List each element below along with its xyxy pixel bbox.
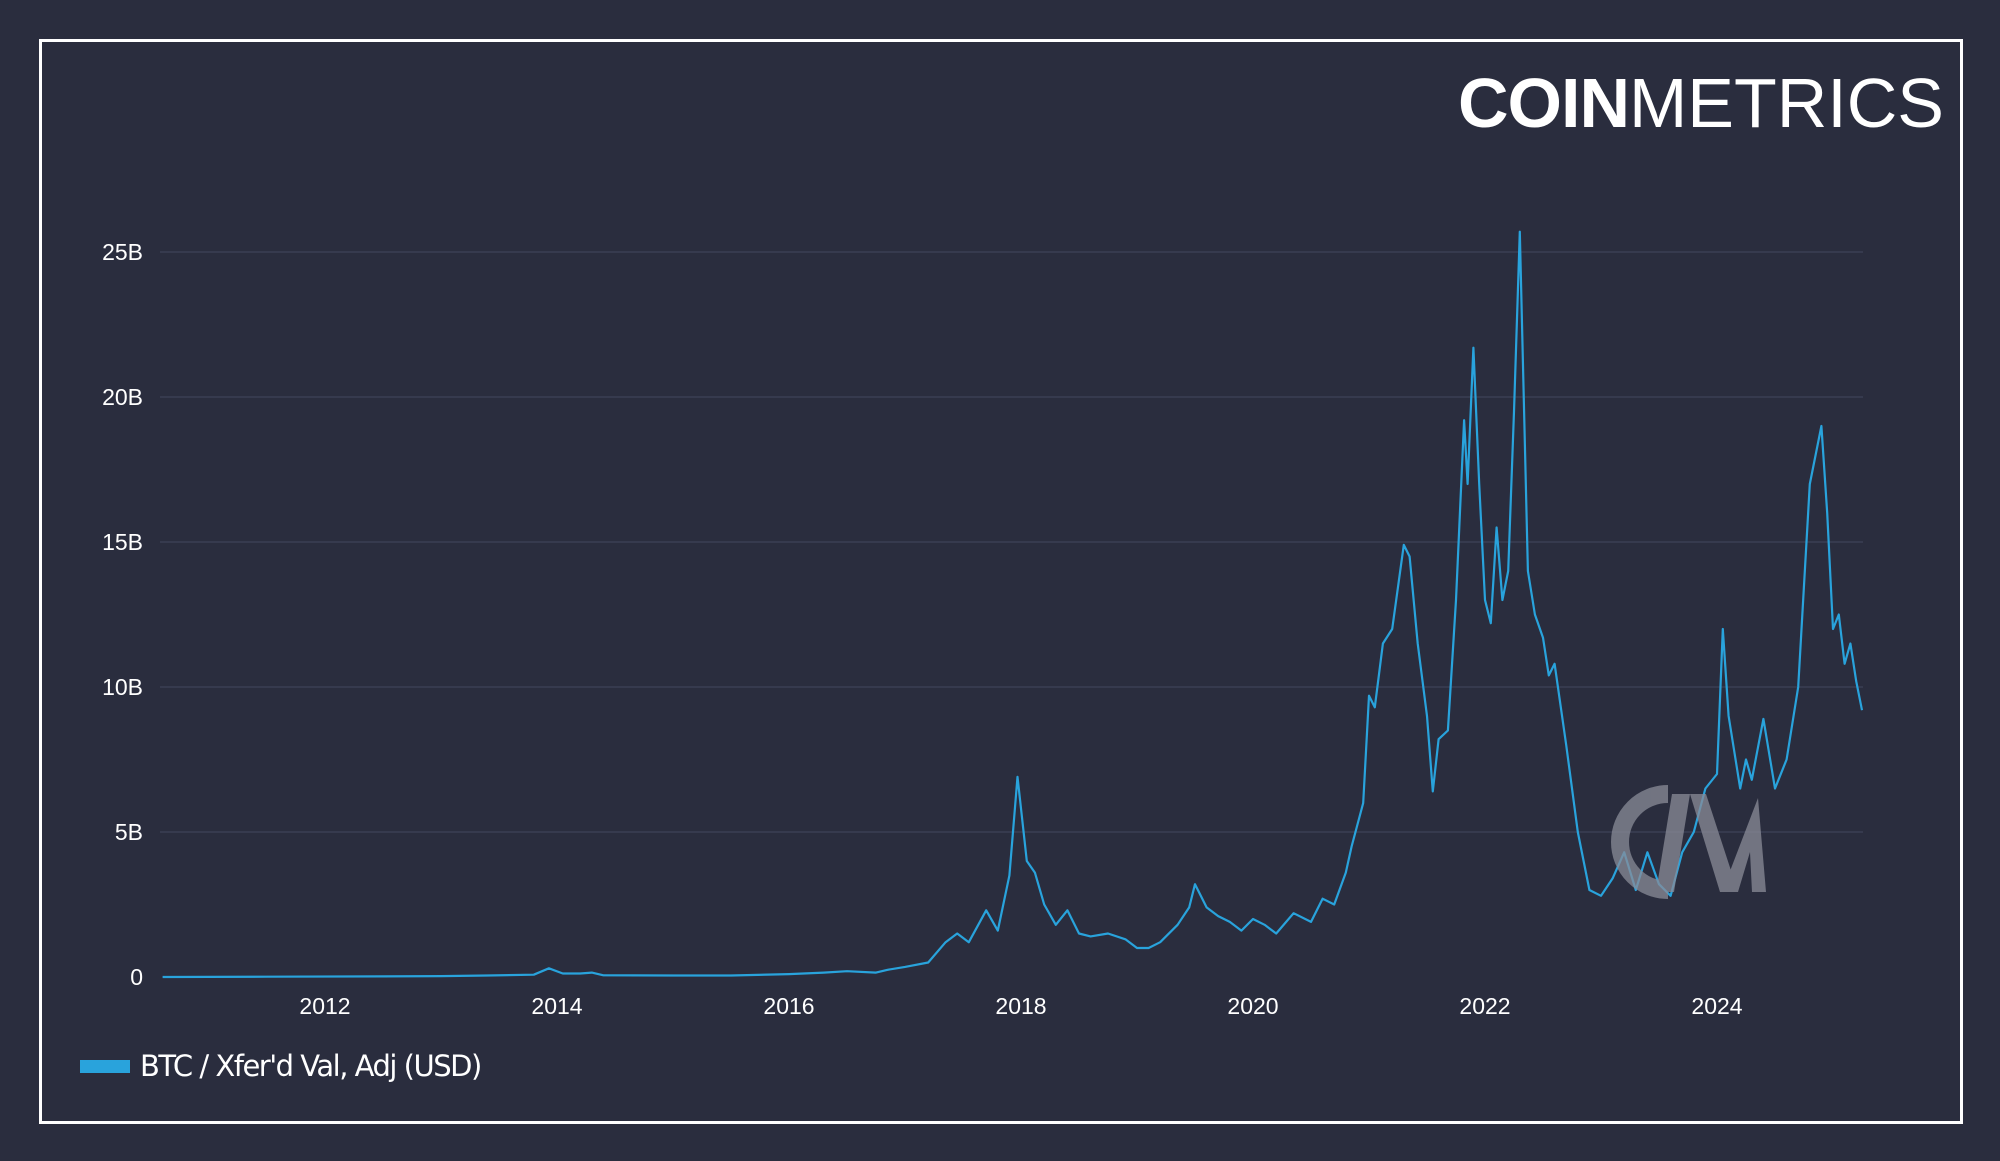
logo-thin-text: METRICS <box>1629 64 1944 142</box>
legend-swatch <box>80 1059 130 1073</box>
y-tick-label: 25B <box>102 239 143 265</box>
gridlines <box>160 251 1863 833</box>
legend-label: BTC / Xfer'd Val, Adj (USD) <box>140 1049 482 1083</box>
y-axis-ticks: 0 5B 10B 15B 20B 25B <box>102 239 143 990</box>
x-tick-label: 2016 <box>763 993 814 1019</box>
x-tick-label: 2020 <box>1227 993 1278 1019</box>
cm-watermark-icon <box>1611 785 1766 899</box>
y-tick-label: 5B <box>115 819 143 845</box>
x-tick-label: 2012 <box>299 993 350 1019</box>
x-tick-label: 2024 <box>1691 993 1742 1019</box>
y-tick-label: 15B <box>102 529 143 555</box>
x-tick-label: 2014 <box>531 993 582 1019</box>
legend[interactable]: BTC / Xfer'd Val, Adj (USD) <box>80 1046 482 1086</box>
x-tick-label: 2018 <box>995 993 1046 1019</box>
x-axis-ticks: 2012 2014 2016 2018 2020 2022 2024 <box>299 993 1742 1019</box>
x-tick-label: 2022 <box>1459 993 1510 1019</box>
y-tick-label: 0 <box>130 964 143 990</box>
coinmetrics-logo: COINMETRICS <box>1458 68 1944 138</box>
logo-bold-text: COIN <box>1458 64 1630 142</box>
chart-frame <box>39 39 1963 1124</box>
y-tick-label: 20B <box>102 384 143 410</box>
y-tick-label: 10B <box>102 674 143 700</box>
